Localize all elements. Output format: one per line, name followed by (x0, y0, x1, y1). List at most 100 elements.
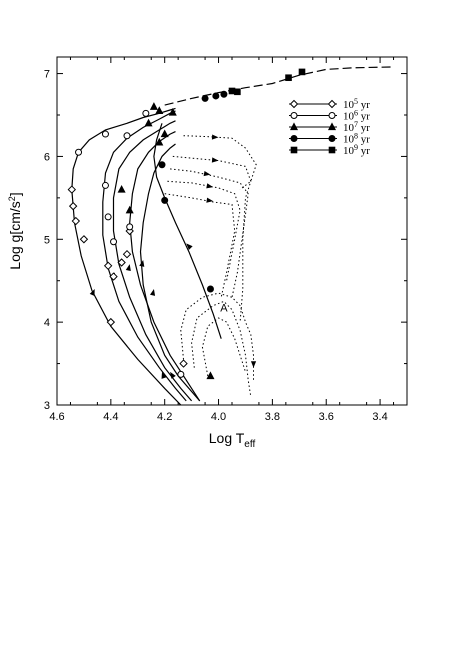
open-diamond-marker-10 (106, 317, 116, 327)
filled-triangle-marker-9 (149, 102, 158, 110)
filled-triangle-marker-5 (160, 129, 169, 138)
open-diamond-marker-4 (79, 235, 89, 244)
legend-marker-end (328, 135, 336, 142)
open-circle-marker-4 (142, 109, 150, 117)
arrow-head-13 (206, 197, 214, 203)
series-dot-15 (201, 317, 246, 377)
arrow-head-4 (139, 260, 145, 267)
y-axis-label: Log g[cm/s2] (7, 192, 23, 269)
legend-label: 106 yr (343, 109, 370, 123)
open-circle-marker-3 (123, 132, 131, 140)
open-circle-marker-8 (126, 223, 134, 231)
legend-marker-start (290, 135, 298, 142)
tick-layer: 4.6 4.4 4.2 4.0 3.8 3.6 3.4 3 4 5 6 7 (44, 57, 407, 423)
arrow-head-1 (89, 289, 95, 296)
arrow-head-7 (161, 371, 167, 379)
open-circle-marker-6 (104, 213, 112, 221)
x-tick-label: 4.6 (49, 411, 64, 423)
open-diamond-marker-5 (103, 261, 113, 271)
y-tick-label: 6 (44, 151, 50, 163)
series-solid-1 (71, 107, 182, 405)
filled-circle-marker-1 (158, 161, 166, 169)
series-dot-9 (172, 155, 252, 323)
open-diamond-marker-6 (109, 272, 118, 281)
open-circle-marker-9 (177, 370, 185, 378)
y-tick-label: 4 (44, 317, 50, 329)
arrow-head-11 (203, 170, 211, 177)
x-tick-label: 4.2 (157, 411, 172, 423)
filled-circle-marker-3 (206, 285, 214, 293)
filled-triangle-marker-6 (144, 118, 153, 127)
x-tick-label: 3.6 (319, 411, 334, 423)
arrow-head-5 (150, 289, 156, 296)
arrow-head-6 (186, 243, 193, 250)
open-diamond-marker-1 (67, 185, 77, 194)
open-circle-marker-7 (110, 238, 118, 246)
open-diamond-marker-7 (117, 258, 126, 267)
filled-triangle-marker-4 (155, 137, 164, 146)
open-diamond-marker-3 (71, 216, 81, 226)
x-tick-label: 4.4 (103, 411, 118, 423)
series-dash-7 (164, 66, 394, 106)
series-dot-13 (180, 292, 254, 381)
arrow-head-8 (170, 371, 176, 379)
legend-marker-start (289, 122, 299, 131)
filled-square-marker-1 (228, 87, 236, 95)
legend-marker-start (290, 146, 298, 154)
arrow-head-3 (125, 264, 131, 272)
x-tick-label: 4.0 (211, 411, 226, 423)
x-axis-label: Log Teff (209, 430, 256, 450)
legend-label: 109 yr (343, 143, 370, 157)
legend-label: 107 yr (343, 120, 370, 134)
open-circle-marker-2 (101, 130, 109, 138)
annotation-layer: A (220, 302, 228, 314)
filled-circle-marker-5 (212, 92, 220, 100)
arrow-head-14 (250, 361, 257, 368)
filled-circle-marker-4 (201, 94, 209, 102)
arrow-head-10 (211, 157, 219, 163)
legend-marker-start (290, 112, 298, 119)
legend-marker-end (328, 146, 336, 154)
filled-triangle-marker-7 (168, 107, 177, 116)
series-solid-2 (102, 110, 187, 402)
filled-square-marker-2 (234, 88, 241, 96)
open-circle-marker-5 (101, 181, 109, 189)
annotation-label: A (220, 302, 228, 314)
legend-marker-end (327, 122, 337, 131)
arrow-head-12 (206, 183, 214, 189)
legend-label: 108 yr (343, 132, 370, 146)
legend-marker-end (328, 112, 336, 119)
filled-triangle-marker-1 (117, 184, 126, 193)
series-dot-10 (170, 168, 249, 298)
legend-label: 105 yr (343, 97, 370, 111)
filled-triangle-marker-8 (155, 106, 164, 114)
filled-circle-marker-6 (220, 90, 228, 98)
series-solid-5 (139, 143, 201, 402)
y-tick-label: 3 (44, 400, 50, 412)
filled-square-marker-4 (298, 68, 306, 76)
x-tick-label: 3.4 (372, 411, 387, 423)
filled-triangle-marker-3 (206, 371, 215, 380)
series-dot-12 (164, 193, 236, 298)
filled-square-marker-3 (285, 74, 292, 82)
series-dot-14 (191, 300, 252, 397)
marker-layer (67, 68, 306, 380)
y-tick-label: 5 (44, 234, 50, 246)
filled-circle-marker-2 (161, 196, 169, 204)
arrow-head-9 (211, 134, 219, 140)
y-tick-label: 7 (44, 69, 50, 81)
series-dot-11 (167, 180, 241, 281)
open-diamond-marker-11 (179, 359, 188, 368)
series-solid-3 (112, 120, 193, 402)
open-circle-marker-1 (75, 148, 83, 156)
x-tick-label: 3.8 (265, 411, 280, 423)
open-diamond-marker-8 (122, 249, 132, 259)
legend-marker-start (289, 99, 299, 109)
series-dot-8 (183, 135, 257, 190)
series-solid-6 (153, 123, 222, 339)
legend-marker-end (327, 99, 337, 109)
open-diamond-marker-2 (68, 201, 78, 211)
filled-triangle-marker-2 (125, 205, 134, 214)
